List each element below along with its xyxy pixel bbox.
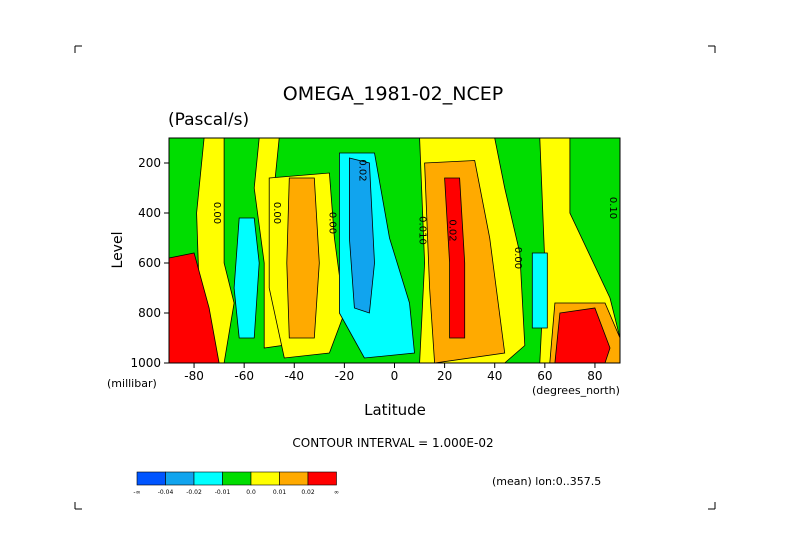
contour-label: 0.02	[356, 159, 367, 181]
colorbar-label: 0.01	[273, 489, 287, 496]
colorbar-swatch	[307, 471, 337, 486]
x-tick-label: -60	[234, 369, 254, 383]
contour-label: 0.010	[417, 216, 428, 245]
x-tick-label: 40	[487, 369, 502, 383]
y-axis-label: Level	[110, 232, 126, 269]
colorbar-swatch	[136, 471, 166, 486]
region-blue	[349, 157, 375, 314]
region-orange	[286, 177, 320, 339]
colorbar-label: 0.0	[246, 489, 256, 496]
x-axis-label: Latitude	[364, 401, 426, 419]
x-tick-label: -40	[284, 369, 304, 383]
chart-title: OMEGA_1981-02_NCEP	[283, 83, 503, 105]
x-tick-label: 80	[587, 369, 602, 383]
y-tick-label: 800	[138, 306, 161, 320]
colorbar-label: 0.02	[301, 489, 315, 496]
colorbar-label: -∞	[133, 489, 140, 496]
contour-label: 0.10	[607, 197, 618, 219]
region-cyan	[233, 217, 260, 339]
plot-area: 0.00 0.00 0.00 0.02 0.010 0.02 0.00 0.10	[168, 137, 621, 364]
region-red	[444, 177, 466, 339]
y-tick-label: 200	[138, 156, 161, 170]
contour-label: 0.00	[326, 212, 337, 234]
chart-subtitle: (Pascal/s)	[168, 110, 249, 130]
x-tick-label: -20	[335, 369, 355, 383]
colorbar-label: -0.04	[158, 489, 174, 496]
colorbar: -∞ -0.04 -0.02 -0.01 0.0 0.01 0.02 ∞	[133, 471, 339, 496]
colorbar-label: -0.02	[186, 489, 202, 496]
y-tick-label: 400	[138, 206, 161, 220]
footer-text: (mean) lon:0..357.5	[492, 475, 601, 488]
colorbar-swatch	[193, 471, 223, 486]
region-cyan	[531, 252, 548, 329]
y-tick-label: 600	[138, 256, 161, 270]
colorbar-swatch	[222, 471, 252, 486]
x-axis-units: (degrees_north)	[532, 384, 620, 397]
contour-layer: 0.00 0.00 0.00 0.02 0.010 0.02 0.00 0.10	[211, 159, 618, 269]
contour-label: 0.00	[512, 247, 523, 269]
colorbar-swatch	[250, 471, 280, 486]
crop-marks	[74, 45, 716, 510]
colorbar-label: -0.01	[215, 489, 231, 496]
x-tick-label: -80	[184, 369, 204, 383]
contour-label: 0.00	[271, 202, 282, 224]
contour-label: 0.00	[211, 202, 222, 224]
colorbar-swatch	[279, 471, 309, 486]
x-tick-label: 0	[391, 369, 399, 383]
contour-interval-text: CONTOUR INTERVAL = 1.000E-02	[292, 436, 493, 450]
x-tick-label: 20	[437, 369, 452, 383]
region-red	[554, 307, 611, 364]
y-axis-units: (millibar)	[107, 377, 157, 390]
contour-label: 0.02	[447, 219, 458, 241]
x-tick-label: 60	[537, 369, 552, 383]
colorbar-label: ∞	[334, 489, 339, 496]
colorbar-swatch	[165, 471, 195, 486]
axis-ticks: -80 -60 -40 -20 0 20 40 60 80 200 400 600 800 1000	[130, 156, 602, 383]
y-tick-label: 1000	[130, 356, 161, 370]
